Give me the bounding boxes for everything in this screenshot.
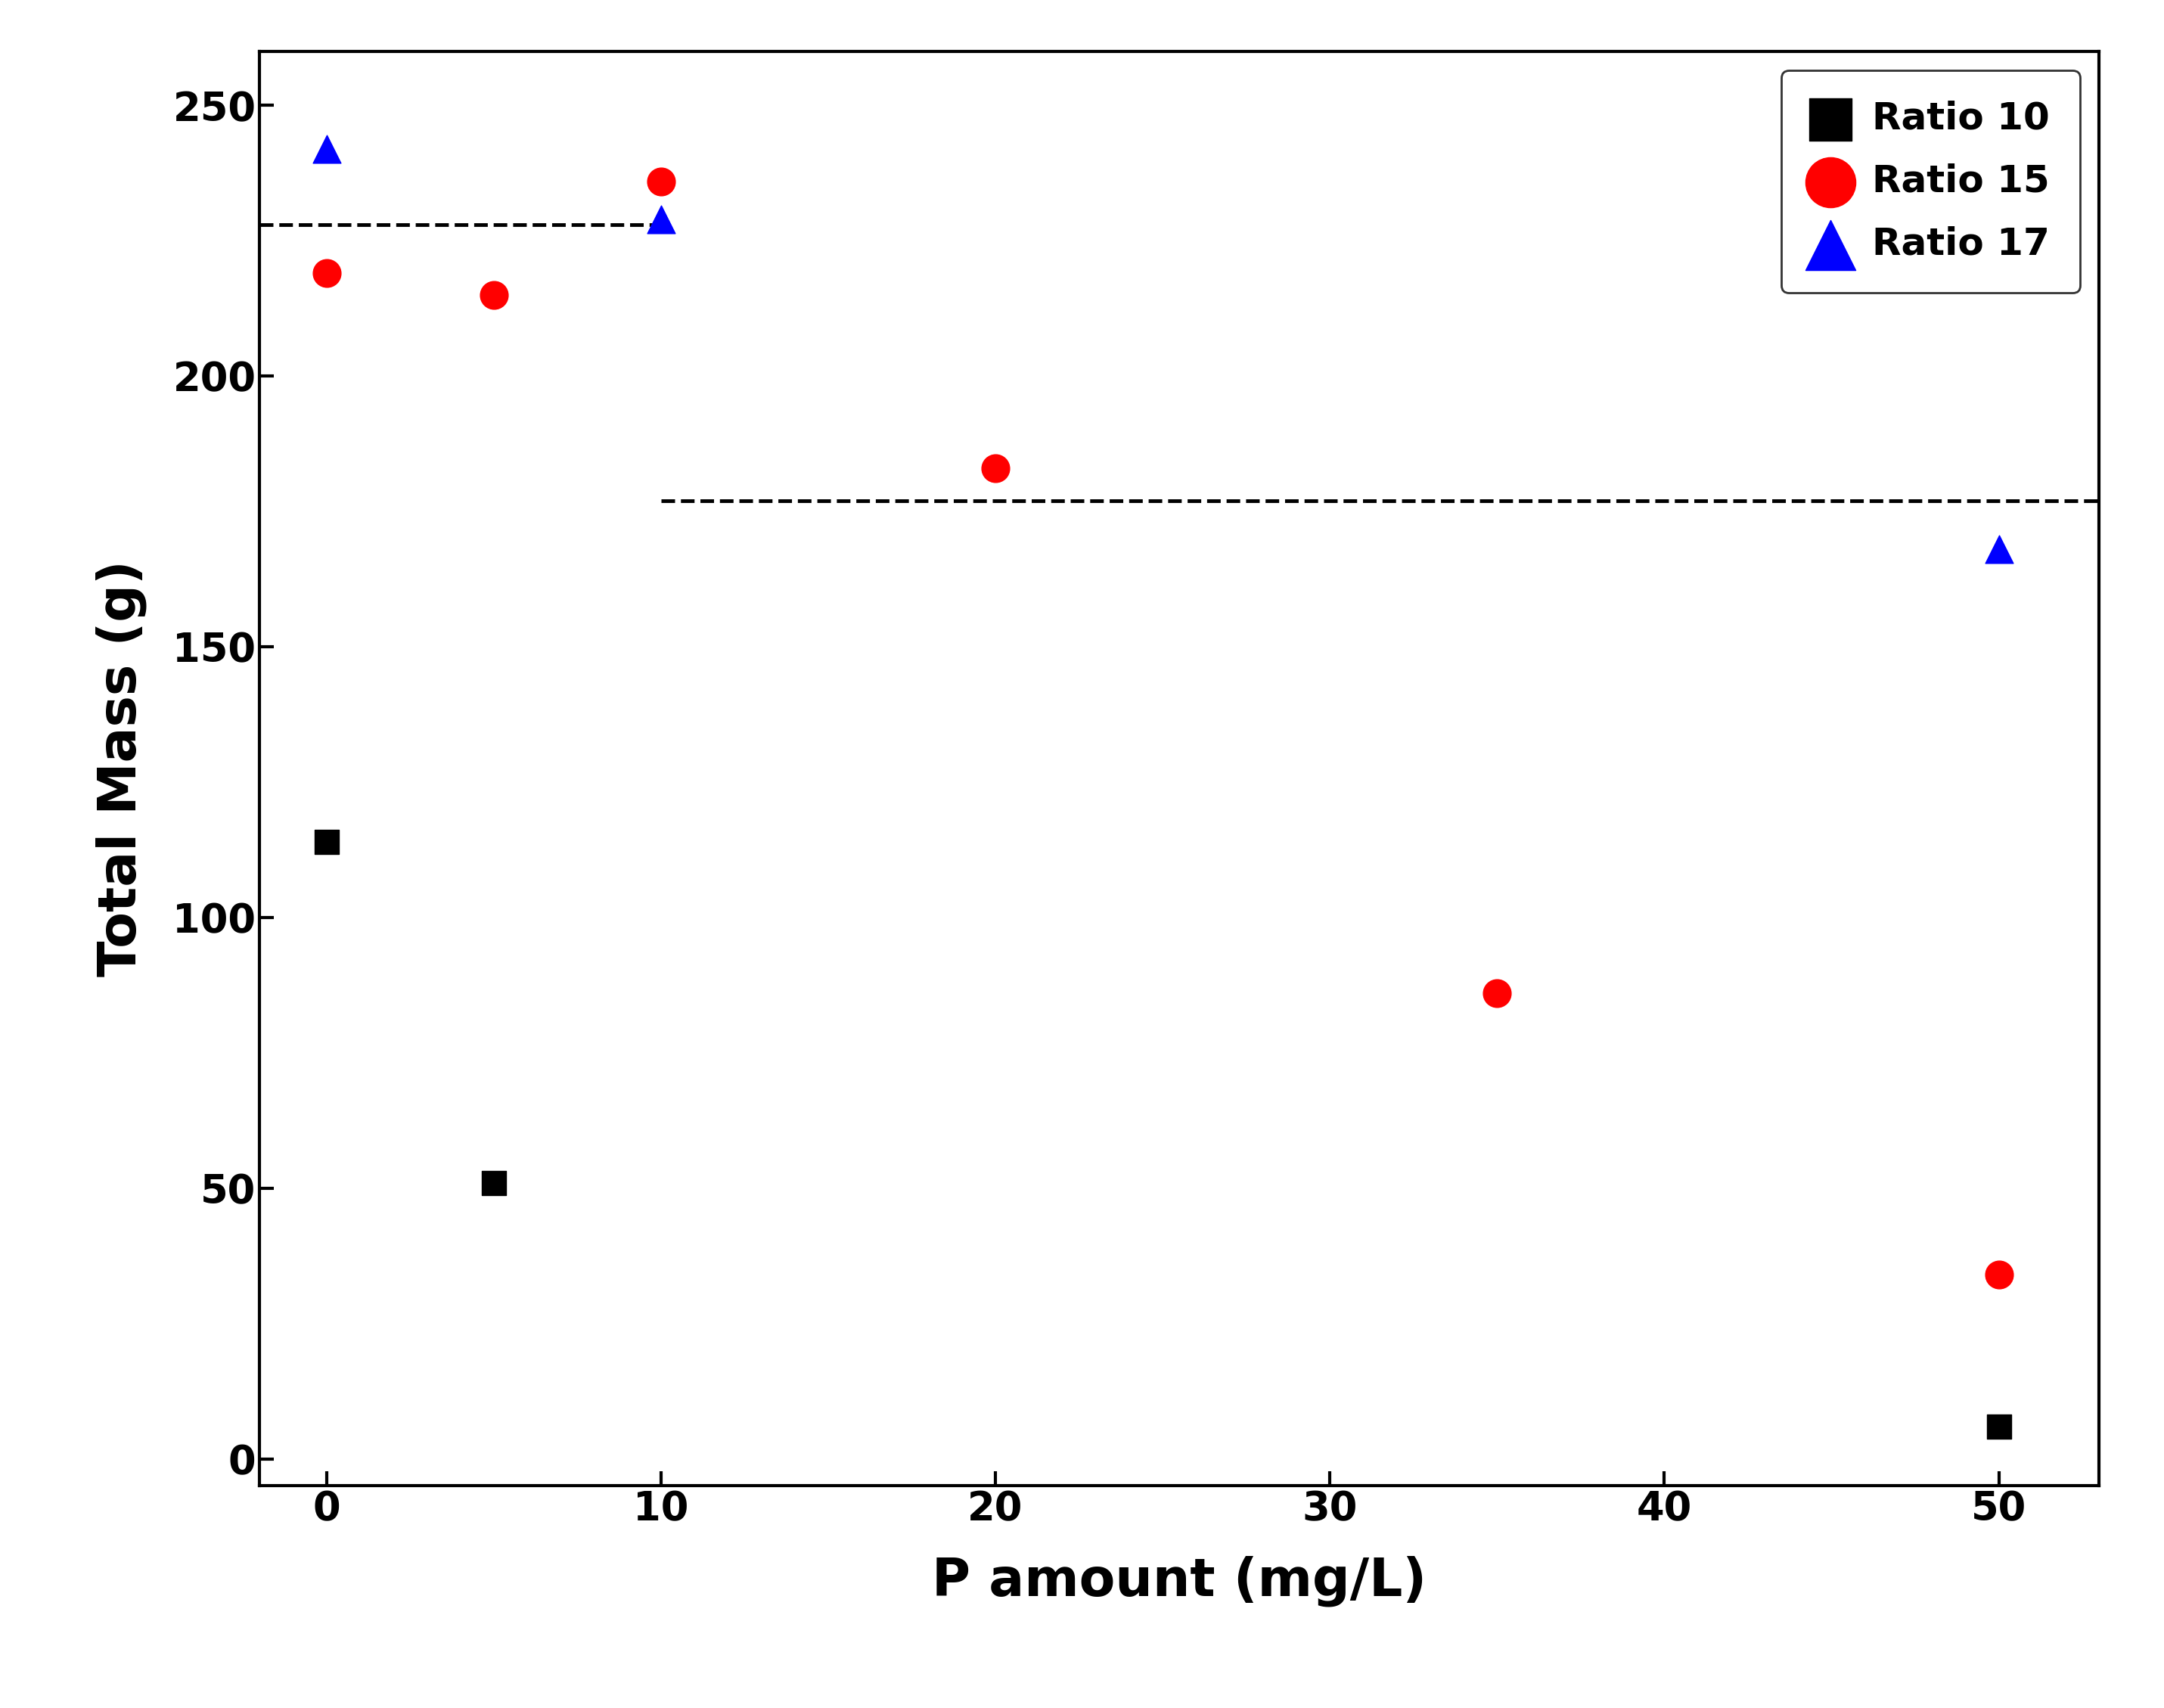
Ratio 17 [309, 135, 344, 162]
Ratio 17 [643, 205, 677, 232]
Ratio 17 [1982, 536, 2017, 564]
Ratio 10 [476, 1168, 511, 1196]
Ratio 15 [476, 282, 511, 309]
Ratio 15 [1480, 980, 1515, 1008]
Ratio 15 [309, 260, 344, 287]
X-axis label: P amount (mg/L): P amount (mg/L) [933, 1556, 1426, 1606]
Ratio 10 [309, 828, 344, 856]
Legend: Ratio 10, Ratio 15, Ratio 17: Ratio 10, Ratio 15, Ratio 17 [1781, 70, 2080, 292]
Ratio 15 [978, 454, 1013, 482]
Ratio 10 [1982, 1413, 2017, 1440]
Ratio 15 [1982, 1261, 2017, 1288]
Y-axis label: Total Mass (g): Total Mass (g) [95, 560, 147, 977]
Ratio 15 [643, 167, 677, 195]
